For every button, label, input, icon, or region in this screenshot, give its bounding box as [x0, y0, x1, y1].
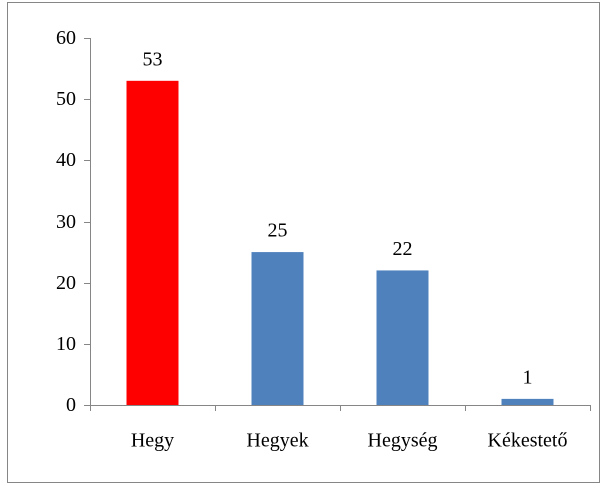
- bar: [376, 270, 429, 405]
- chart-border: [7, 2, 600, 483]
- y-tick-label: 20: [56, 272, 76, 294]
- data-label: 25: [268, 220, 288, 242]
- y-tick-label: 10: [56, 333, 76, 355]
- x-tick-label: Hegyek: [246, 430, 308, 452]
- y-tick-label: 60: [56, 27, 76, 49]
- x-tick-label: Hegység: [368, 430, 438, 452]
- data-label: 1: [523, 366, 533, 388]
- x-tick-label: Kékestető: [488, 430, 568, 452]
- data-label: 53: [143, 48, 163, 70]
- bar: [501, 398, 554, 405]
- bar: [126, 80, 179, 406]
- y-tick-label: 30: [56, 211, 76, 233]
- y-tick-label: 50: [56, 88, 76, 110]
- y-tick-label: 40: [56, 149, 76, 171]
- y-tick-label: 0: [66, 394, 76, 416]
- bar: [251, 252, 304, 405]
- data-label: 22: [393, 238, 413, 260]
- x-tick-label: Hegy: [131, 430, 174, 452]
